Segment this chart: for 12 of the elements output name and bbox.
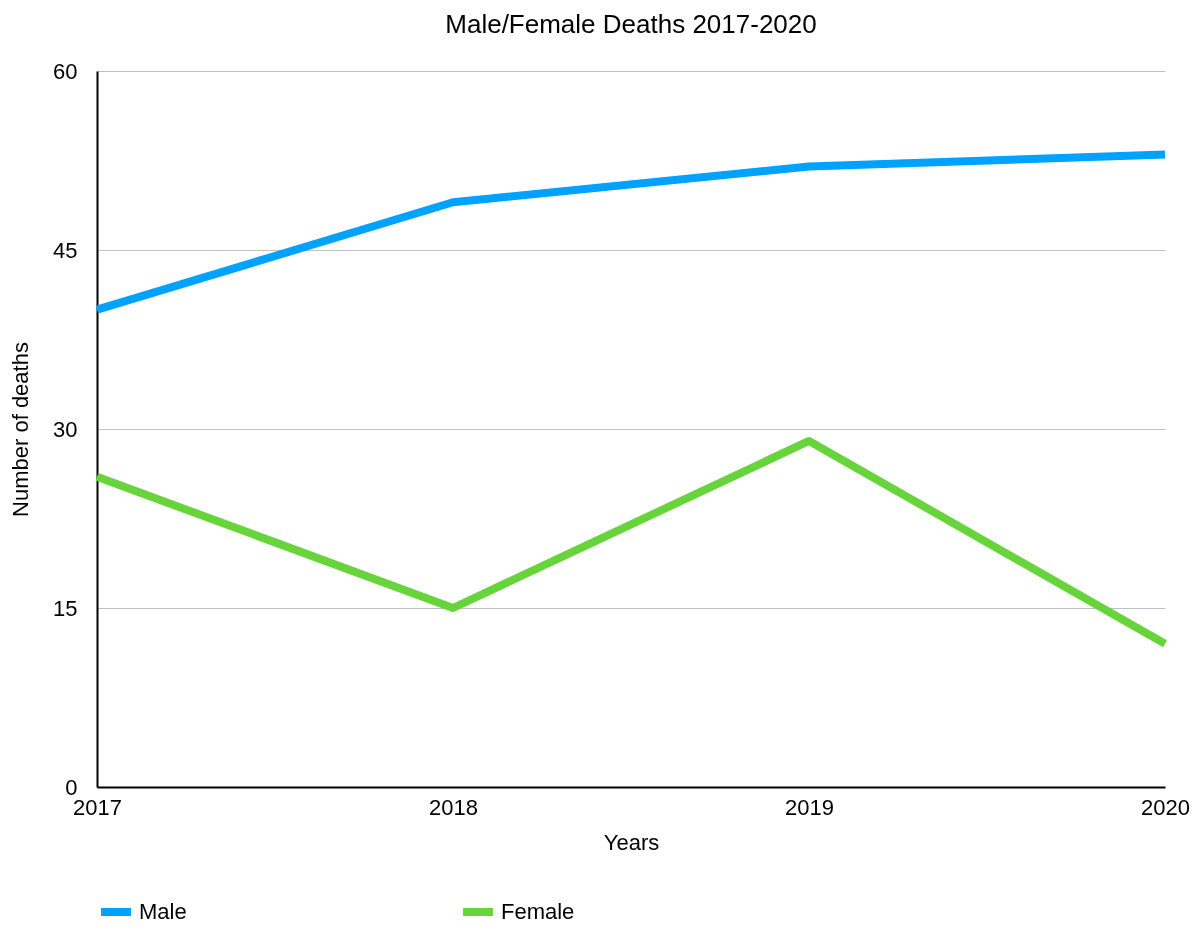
x-tick-label: 2018 bbox=[429, 794, 478, 820]
legend-label: Female bbox=[501, 899, 575, 924]
y-tick-label: 45 bbox=[53, 237, 78, 263]
chart-title: Male/Female Deaths 2017-2020 bbox=[445, 9, 817, 39]
legend-label: Male bbox=[139, 899, 187, 924]
x-tick-label: 2020 bbox=[1141, 794, 1190, 820]
x-tick-label: 2019 bbox=[785, 794, 834, 820]
y-tick-label: 60 bbox=[53, 58, 78, 84]
y-tick-label: 30 bbox=[53, 416, 78, 442]
y-axis-title: Number of deaths bbox=[8, 342, 34, 517]
y-tick-label: 15 bbox=[53, 595, 78, 621]
x-axis-title: Years bbox=[603, 829, 660, 855]
